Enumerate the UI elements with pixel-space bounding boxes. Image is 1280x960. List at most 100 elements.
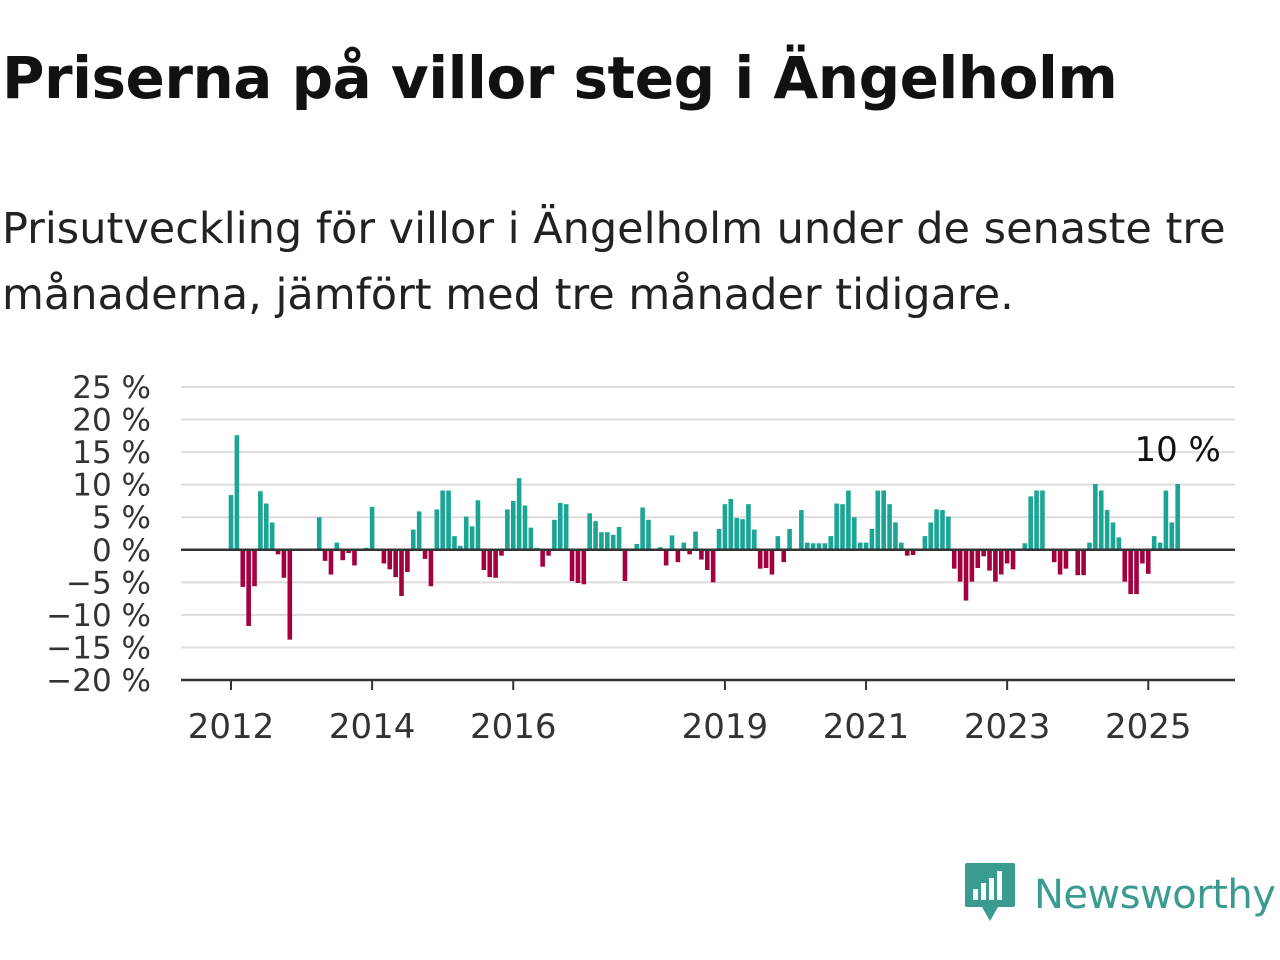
bar (804, 542, 810, 550)
bar (1175, 484, 1180, 550)
bar (757, 549, 763, 569)
bar (616, 526, 622, 550)
bar (487, 549, 493, 578)
bar (728, 498, 734, 550)
bar (816, 543, 822, 550)
bar (422, 549, 428, 559)
bar (240, 549, 246, 587)
y-axis-labels: 25 %20 %15 %10 %5 %0 %−5 %−10 %−15 %−20 … (46, 370, 151, 699)
bar (440, 490, 445, 550)
bar (975, 549, 981, 569)
bar (1093, 484, 1098, 550)
bar (669, 535, 675, 550)
bar (569, 549, 575, 582)
y-tick-label: −15 % (46, 630, 151, 666)
bar (834, 503, 839, 550)
y-tick-label: 20 % (72, 403, 151, 439)
bar (522, 505, 528, 550)
bar (405, 549, 410, 572)
bar (687, 549, 692, 555)
bar (463, 516, 469, 550)
last-value-label: 10 % (1134, 430, 1220, 470)
bar (957, 549, 963, 582)
newsworthy-brand[interactable]: Newsworthy (964, 862, 1276, 928)
bar (322, 549, 328, 561)
x-tick-label: 2012 (188, 707, 275, 747)
bar (328, 549, 334, 575)
bar (740, 519, 745, 550)
bar (234, 435, 240, 550)
bar (610, 534, 616, 550)
bar (1134, 549, 1139, 595)
y-tick-label: 25 % (72, 370, 151, 406)
bar (587, 513, 592, 550)
bar-chart: 25 %20 %15 %10 %5 %0 %−5 %−10 %−15 %−20 … (46, 370, 1235, 747)
bar (228, 495, 234, 550)
bar (1110, 522, 1116, 550)
x-axis-labels: 2012 2014 2016 2019 2021 2023 2025 (188, 707, 1192, 747)
bar (634, 543, 640, 550)
y-tick-label: −5 % (66, 565, 151, 601)
bar (846, 490, 851, 550)
bar (869, 528, 875, 550)
bar (981, 549, 986, 557)
bar (681, 542, 687, 550)
bar (904, 549, 910, 556)
bar (763, 549, 769, 569)
bar (887, 504, 892, 550)
bar (1057, 549, 1063, 575)
bar (352, 549, 357, 566)
bar (998, 549, 1004, 575)
bar (640, 507, 645, 550)
bar (599, 532, 604, 550)
bar (1075, 549, 1081, 576)
bar (1122, 549, 1128, 582)
bar (528, 527, 534, 550)
bar (540, 549, 545, 567)
bar (810, 543, 816, 550)
x-tick-label: 2023 (964, 707, 1051, 747)
bar (1145, 549, 1151, 574)
bar (875, 490, 881, 550)
bar (787, 528, 792, 550)
bar (593, 521, 598, 550)
x-tick-label: 2025 (1105, 707, 1192, 747)
bar (1081, 549, 1086, 576)
bar (1157, 542, 1163, 550)
bar (657, 547, 663, 550)
bar (993, 549, 998, 582)
gridlines (181, 386, 1235, 649)
bar (1034, 490, 1039, 550)
bar (1128, 549, 1133, 595)
bar (258, 491, 263, 550)
bar (987, 549, 992, 571)
bar (340, 549, 346, 561)
bar (434, 509, 440, 550)
x-tick-label: 2016 (470, 707, 557, 747)
bar (557, 502, 563, 550)
bar (840, 504, 845, 550)
bar (246, 549, 251, 626)
bar (393, 549, 398, 578)
bar (369, 506, 375, 550)
axes (181, 548, 1235, 690)
bar (922, 536, 928, 550)
bar (316, 517, 322, 550)
bar (410, 529, 416, 550)
bar (575, 549, 581, 583)
bar (881, 490, 886, 550)
bar (1151, 536, 1157, 550)
bar (928, 522, 934, 550)
bar (416, 511, 422, 550)
x-tick-label: 2019 (682, 707, 769, 747)
bar (346, 549, 351, 554)
bar (505, 509, 510, 550)
bar (1169, 522, 1175, 550)
bar (716, 528, 722, 550)
bar (734, 517, 739, 550)
bar (851, 517, 857, 550)
bar (704, 549, 710, 570)
bar (675, 549, 681, 563)
bar (499, 549, 504, 556)
bar (693, 531, 698, 550)
